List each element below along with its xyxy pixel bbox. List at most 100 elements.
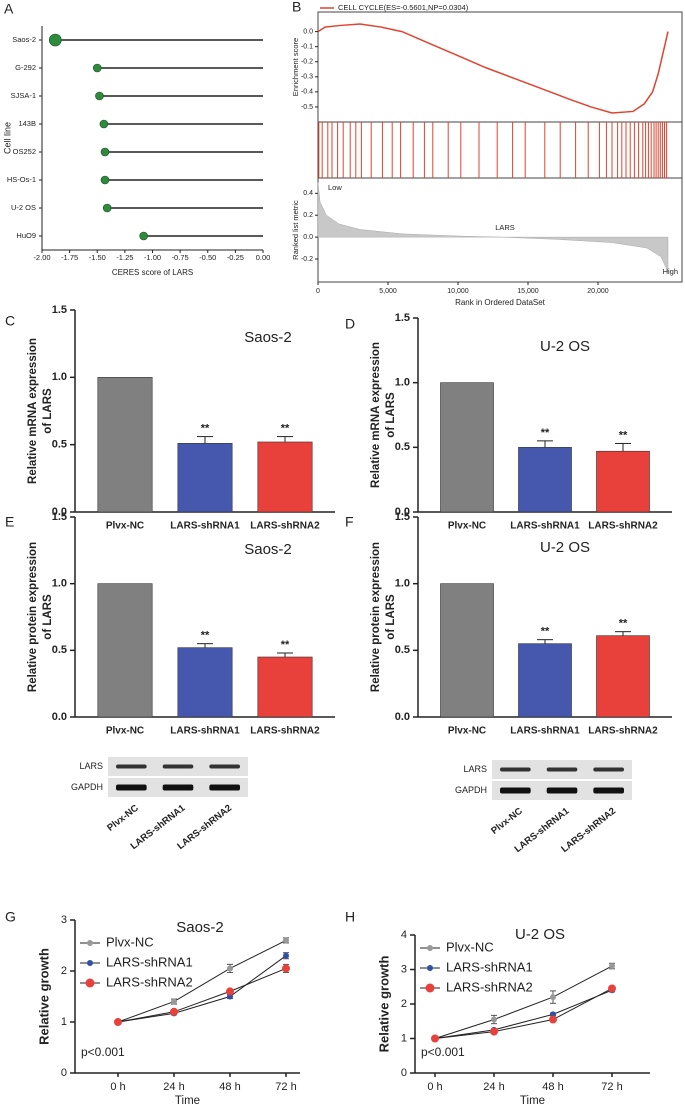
legend-label: LARS-shRNA1 [106, 954, 193, 969]
y-tick-label: 143B [18, 119, 36, 128]
y-axis-title: Relative protein expression [370, 542, 382, 692]
y-axis-title: Ranked list metric [291, 200, 300, 260]
dot [48, 33, 62, 47]
blot-lane-label: Plvx-NC [105, 803, 141, 834]
blot-band [116, 764, 147, 769]
annotation: p<0.001 [421, 1045, 465, 1059]
x-tick-label: 72 h [601, 1081, 622, 1093]
y-tick-label: 0.0 [395, 711, 410, 723]
annotation: Low [328, 183, 342, 192]
legend-marker [87, 940, 93, 946]
point [550, 994, 556, 1001]
x-tick-label: LARS-shRNA1 [510, 521, 580, 532]
significance-label: ** [201, 630, 210, 642]
y-tick-label: 0.0 [303, 234, 313, 241]
x-tick-label: 15,000 [517, 288, 539, 295]
significance-label: ** [281, 639, 290, 651]
y-tick-label: U-2 OS [11, 203, 36, 212]
x-tick-label: 0.00 [256, 253, 271, 262]
bar [596, 450, 650, 513]
y-tick-label: HS-Os-1 [7, 175, 36, 184]
legend-marker [427, 945, 433, 951]
dot [102, 203, 112, 213]
blot-band [500, 767, 531, 772]
x-tick-label: LARS-shRNA2 [250, 521, 320, 532]
x-tick-label: 20,000 [587, 288, 609, 295]
panel-label: H [345, 909, 355, 925]
x-tick-label: -0.50 [199, 253, 216, 262]
blot-band [162, 784, 194, 791]
panel-label: C [5, 313, 15, 329]
x-axis-title: Time [520, 1095, 545, 1107]
blot-lane-label: Plvx-NC [489, 806, 525, 837]
bar [97, 583, 153, 718]
chart-title: U-2 OS [515, 926, 565, 943]
y-tick-label: 2 [61, 965, 67, 977]
bar [257, 656, 313, 718]
metric-area [317, 182, 669, 273]
y-tick-label: 1 [61, 1016, 67, 1028]
y-tick-label: 2 [401, 998, 407, 1010]
legend-label: Plvx-NC [106, 934, 154, 949]
series-line [117, 939, 287, 1023]
series-line [434, 988, 613, 1039]
x-tick-label: -1.25 [116, 253, 133, 262]
x-tick-label: -0.25 [227, 253, 244, 262]
significance-label: ** [201, 422, 210, 434]
y-tick-label: 0.2 [303, 212, 313, 219]
y-tick-label: 1.5 [52, 511, 67, 523]
panel-label: G [5, 909, 16, 925]
y-tick-label: 0.0 [52, 711, 67, 723]
x-tick-label: 24 h [163, 1081, 184, 1093]
x-tick-label: LARS-shRNA1 [170, 726, 240, 737]
y-tick-label: 3 [61, 914, 67, 926]
y-axis-title: Relative growth [376, 956, 391, 1053]
legend-label: LARS-shRNA1 [446, 959, 533, 974]
legend-label: Plvx-NC [446, 939, 494, 954]
chart-title: Saos-2 [176, 919, 224, 936]
point [227, 965, 233, 972]
blot-band [116, 784, 147, 791]
series-line [434, 989, 613, 1039]
y-tick-label: -0.4 [301, 89, 313, 96]
y-tick-label: 0.4 [303, 190, 313, 197]
bar [177, 443, 233, 513]
bar [177, 647, 233, 718]
significance-label: ** [619, 618, 628, 630]
x-tick-label: -2.00 [33, 253, 50, 262]
x-tick-label: LARS-shRNA1 [170, 521, 240, 532]
point [549, 1015, 557, 1024]
blot-row-label: GAPDH [455, 785, 487, 795]
series-line [117, 955, 287, 1023]
point [114, 1018, 122, 1026]
x-tick-label: -1.00 [144, 253, 161, 262]
x-tick-label: Plvx-NC [448, 521, 486, 532]
x-tick-label: 24 h [483, 1081, 504, 1093]
y-tick-label: -0.2 [301, 256, 313, 263]
y-tick-label: 0.5 [395, 644, 410, 656]
legend-marker [85, 978, 95, 988]
enrichment-line [317, 23, 669, 114]
x-tick-label: 48 h [219, 1081, 240, 1093]
x-tick-label: 5,000 [379, 288, 397, 295]
chart-title: Saos-2 [244, 541, 292, 558]
y-tick-label: HuO9 [16, 231, 36, 240]
x-axis-title: Time [175, 1095, 200, 1107]
legend-marker [425, 983, 435, 993]
annotation: High [663, 267, 678, 276]
x-axis-title: Rank in Ordered DataSet [455, 298, 546, 307]
chart-title: U-2 OS [540, 539, 590, 556]
panel-label: E [5, 514, 14, 530]
y-tick-label: 0 [61, 1067, 67, 1079]
y-tick-label: 0.5 [52, 644, 67, 656]
dot [95, 91, 104, 101]
panel-label: A [4, 1, 14, 17]
blot-band [593, 787, 624, 794]
x-tick-label: -1.75 [61, 253, 78, 262]
x-tick-label: Plvx-NC [106, 521, 144, 532]
point [490, 1027, 498, 1036]
dot [100, 147, 110, 157]
y-tick-label: G-292 [15, 63, 36, 72]
blot-row-label: LARS [79, 761, 103, 771]
